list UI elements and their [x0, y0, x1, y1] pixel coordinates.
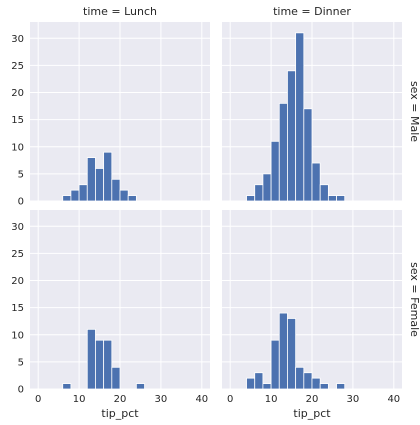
histogram-bar	[95, 339, 105, 390]
histogram-bar	[295, 366, 305, 390]
histogram-bar	[303, 108, 313, 202]
row-title-1: sex = Female	[408, 262, 420, 337]
row-title-0: sex = Male	[408, 81, 420, 142]
histogram-bar	[111, 366, 121, 390]
x-tick-label: 20	[306, 394, 319, 405]
y-tick-label: 15	[11, 303, 24, 314]
col-title-0: time = Lunch	[83, 5, 157, 18]
y-tick-label: 25	[11, 249, 24, 260]
y-tick-label: 0	[18, 385, 24, 396]
histogram-bar	[103, 339, 113, 390]
x-tick-label: 0	[227, 394, 233, 405]
y-tick-label: 20	[11, 276, 24, 287]
histogram-bar	[254, 372, 264, 390]
histogram-bar	[319, 383, 329, 390]
histogram-bar	[254, 184, 264, 202]
histogram-bar	[127, 195, 137, 202]
histogram-bar	[295, 32, 305, 202]
histogram-bar	[336, 195, 346, 202]
x-tick-label: 10	[265, 394, 278, 405]
histogram-bar	[103, 151, 113, 202]
histogram-bar	[262, 173, 272, 202]
histogram-bar	[270, 339, 280, 390]
col-title-1: time = Dinner	[273, 5, 351, 18]
x-tick-label: 30	[155, 394, 168, 405]
y-tick-label: 10	[11, 330, 24, 341]
y-tick-label: 20	[11, 88, 24, 99]
histogram-bar	[62, 195, 72, 202]
x-tick-label: 0	[35, 394, 41, 405]
histogram-bar	[278, 102, 288, 202]
histogram-bar	[246, 377, 256, 390]
histogram-bar	[95, 168, 105, 202]
y-tick-label: 5	[18, 169, 24, 180]
histogram-bar	[119, 189, 129, 202]
x-tick-label: 20	[114, 394, 127, 405]
histogram-bar	[319, 184, 329, 202]
x-tick-label: 40	[387, 394, 400, 405]
histogram-bar	[303, 372, 313, 390]
histogram-bar	[311, 377, 321, 390]
histogram-bar	[135, 383, 145, 390]
histogram-bar	[70, 189, 80, 202]
histogram-bar	[278, 312, 288, 390]
histogram-bar	[86, 157, 96, 202]
y-tick-label: 25	[11, 61, 24, 72]
histogram-bar	[287, 318, 297, 390]
x-tick-label: 10	[73, 394, 86, 405]
y-tick-label: 30	[11, 34, 24, 45]
histogram-bar	[78, 184, 88, 202]
histogram-bar	[336, 383, 346, 390]
y-tick-label: 0	[18, 197, 24, 208]
histogram-bar	[327, 195, 337, 202]
histogram-bar	[287, 70, 297, 202]
histogram-bar	[311, 162, 321, 202]
histogram-bar	[270, 140, 280, 202]
y-tick-label: 5	[18, 357, 24, 368]
histogram-bar	[111, 178, 121, 202]
histogram-bar	[86, 328, 96, 390]
x-axis-label: tip_pct	[101, 407, 139, 420]
y-tick-label: 10	[11, 142, 24, 153]
y-tick-label: 30	[11, 222, 24, 233]
histogram-bar	[246, 195, 256, 202]
histogram-bar	[262, 383, 272, 390]
x-axis-label: tip_pct	[293, 407, 331, 420]
x-tick-label: 30	[347, 394, 360, 405]
histogram-bar	[62, 383, 72, 390]
x-tick-label: 40	[195, 394, 208, 405]
y-tick-label: 15	[11, 115, 24, 126]
